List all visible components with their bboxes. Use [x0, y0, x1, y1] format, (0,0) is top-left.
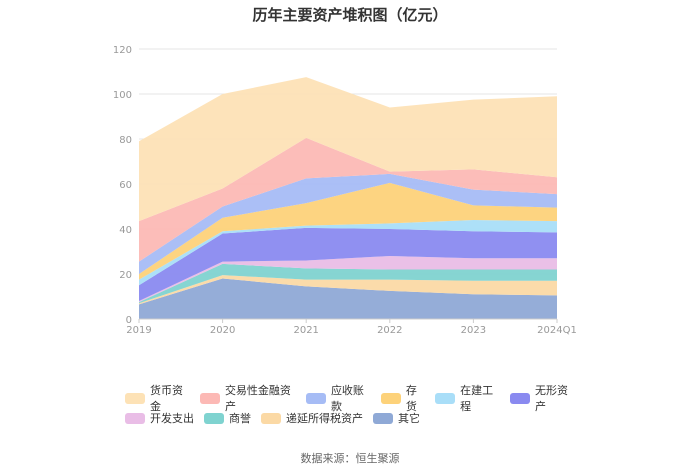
legend-item[interactable]: 商誉 [204, 410, 251, 426]
area-series [139, 77, 557, 319]
legend-swatch [305, 392, 326, 404]
legend-item[interactable]: 开发支出 [125, 410, 194, 426]
legend-swatch [199, 392, 220, 404]
x-tick-label: 2022 [377, 325, 402, 336]
y-tick-label: 20 [119, 270, 132, 281]
legend-label: 开发支出 [150, 412, 194, 425]
legend-item[interactable]: 无形资产 [510, 382, 575, 414]
axes: 0 20 40 60 80 100 120 2019 2020 2021 2022 2023 2024Q… [113, 45, 577, 336]
legend-swatch [261, 412, 281, 424]
area-递延所得税资产 [139, 275, 557, 305]
x-tick-label: 2021 [293, 325, 318, 336]
x-tick-label: 2020 [210, 325, 235, 336]
y-tick-label: 100 [113, 90, 132, 101]
area-商誉 [139, 263, 557, 304]
legend-item[interactable]: 其它 [373, 410, 420, 426]
area-其它 [139, 278, 557, 319]
legend-item[interactable]: 交易性金融资产 [199, 382, 296, 414]
y-tick-label: 80 [119, 135, 132, 146]
area-存货 [139, 182, 557, 280]
x-tick-label: 2023 [461, 325, 486, 336]
legend-item[interactable]: 在建工程 [435, 382, 500, 414]
area-开发支出 [139, 256, 557, 303]
legend-swatch [204, 412, 224, 424]
legend-swatch [125, 392, 145, 404]
legend-item[interactable]: 递延所得税资产 [261, 410, 363, 426]
chart-title: 历年主要资产堆积图（亿元） [252, 6, 448, 24]
legend-swatch [510, 392, 531, 404]
legend-row: 开发支出 商誉 递延所得税资产 其它 [125, 408, 585, 428]
legend-row: 货币资金 交易性金融资产 应收账款 存货 在建工程 无形资产 [125, 384, 585, 413]
legend-label: 交易性金融资产 [224, 384, 291, 413]
legend-item[interactable]: 货币资金 [125, 382, 190, 414]
legend-label: 货币资金 [150, 384, 183, 413]
y-tick-label: 60 [119, 180, 132, 191]
area-无形资产 [139, 227, 557, 301]
legend-label: 无形资产 [535, 384, 569, 413]
area-应收账款 [139, 173, 557, 274]
legend-item[interactable]: 应收账款 [305, 382, 371, 414]
area-交易性金融资产 [139, 137, 557, 262]
x-tick-label: 2019 [126, 325, 151, 336]
legend-label: 在建工程 [460, 384, 494, 413]
y-tick-label: 40 [119, 225, 132, 236]
x-tick-label: 2024Q1 [537, 325, 577, 336]
legend-swatch [373, 412, 393, 424]
y-tick-label: 0 [126, 315, 132, 326]
legend-label: 存货 [405, 384, 417, 413]
y-tick-label: 120 [113, 45, 132, 56]
area-货币资金 [139, 77, 557, 222]
legend-swatch [125, 412, 145, 424]
legend-swatch [380, 392, 401, 404]
legend-swatch [435, 392, 456, 404]
legend-label: 递延所得税资产 [286, 412, 363, 425]
legend-label: 商誉 [229, 412, 251, 425]
area-在建工程 [139, 220, 557, 286]
legend: 货币资金 交易性金融资产 应收账款 存货 在建工程 无形资产 开发支出 商誉 递延所得税资产 其… [125, 384, 585, 428]
legend-item[interactable]: 存货 [380, 382, 425, 414]
legend-label: 其它 [398, 412, 420, 425]
source-note: 数据来源：恒生聚源 [300, 452, 400, 465]
legend-label: 应收账款 [330, 384, 364, 413]
